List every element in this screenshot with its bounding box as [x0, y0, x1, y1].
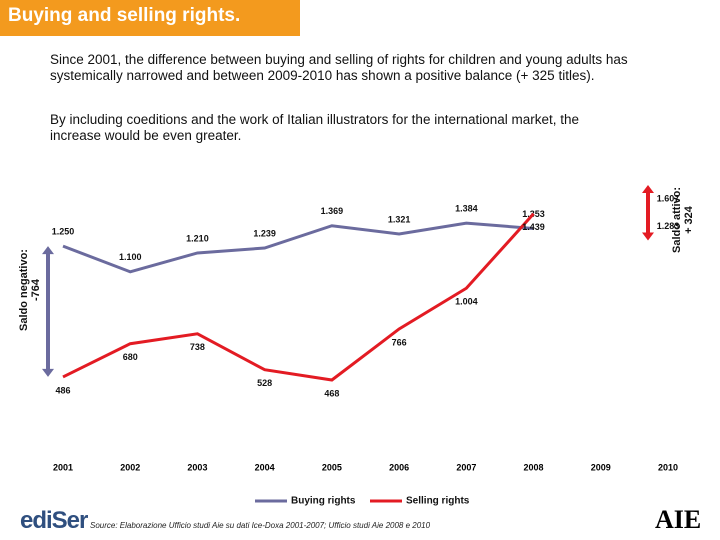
x-tick-label: 2008 — [524, 462, 544, 472]
source: Source: Elaborazione Ufficio studi Aie s… — [90, 521, 431, 530]
data-label: 1.100 — [119, 252, 142, 262]
data-label: 1.283 — [657, 221, 680, 231]
data-label: 1.384 — [455, 204, 478, 214]
data-label: 486 — [55, 385, 70, 395]
logo: ediSer — [20, 507, 88, 534]
legend-label: Buying rights — [291, 496, 356, 507]
annotation-text: Saldo attivo: — [671, 187, 683, 253]
data-label: 1.210 — [186, 233, 209, 243]
arrow-head — [42, 246, 54, 255]
data-label: 1.321 — [388, 214, 411, 224]
x-tick-label: 2010 — [658, 462, 678, 472]
legend-label: Selling rights — [406, 496, 470, 507]
data-label: 1.439 — [522, 222, 545, 232]
data-label: 766 — [392, 337, 407, 347]
data-label: 468 — [324, 388, 339, 398]
annotation-text: -764 — [30, 278, 42, 301]
data-label: 1.607 — [657, 193, 680, 203]
annotation: Saldo attivo: + 324 — [671, 187, 695, 253]
x-tick-label: 2007 — [456, 462, 476, 472]
x-tick-label: 2002 — [120, 462, 140, 472]
logo: AIE — [655, 505, 702, 534]
annotation: Saldo negativo: -764 — [18, 249, 42, 331]
x-tick-label: 2004 — [255, 462, 275, 472]
data-label: 528 — [257, 378, 272, 388]
note: Since 2001, the difference between buyin… — [50, 52, 628, 83]
arrow-head — [42, 368, 54, 377]
data-label: 680 — [123, 352, 138, 362]
data-label: 738 — [190, 342, 205, 352]
note: By including coeditions and the work of … — [50, 112, 580, 143]
x-tick-label: 2009 — [591, 462, 611, 472]
series-line — [62, 212, 535, 382]
x-tick-label: 2001 — [53, 462, 73, 472]
annotation-text: + 324 — [683, 205, 695, 234]
arrow-head — [642, 232, 654, 241]
annotation-text: Saldo negativo: — [18, 249, 30, 331]
x-tick-label: 2003 — [187, 462, 207, 472]
arrow-head — [642, 185, 654, 193]
x-tick-label: 2006 — [389, 462, 409, 472]
data-label: 1.004 — [455, 297, 478, 307]
series-line — [62, 221, 534, 274]
data-label: 1.250 — [52, 226, 75, 236]
x-tick-label: 2005 — [322, 462, 342, 472]
data-label: 1.239 — [253, 228, 276, 238]
title: Buying and selling rights. — [0, 0, 300, 36]
data-label: 1.369 — [321, 206, 344, 216]
